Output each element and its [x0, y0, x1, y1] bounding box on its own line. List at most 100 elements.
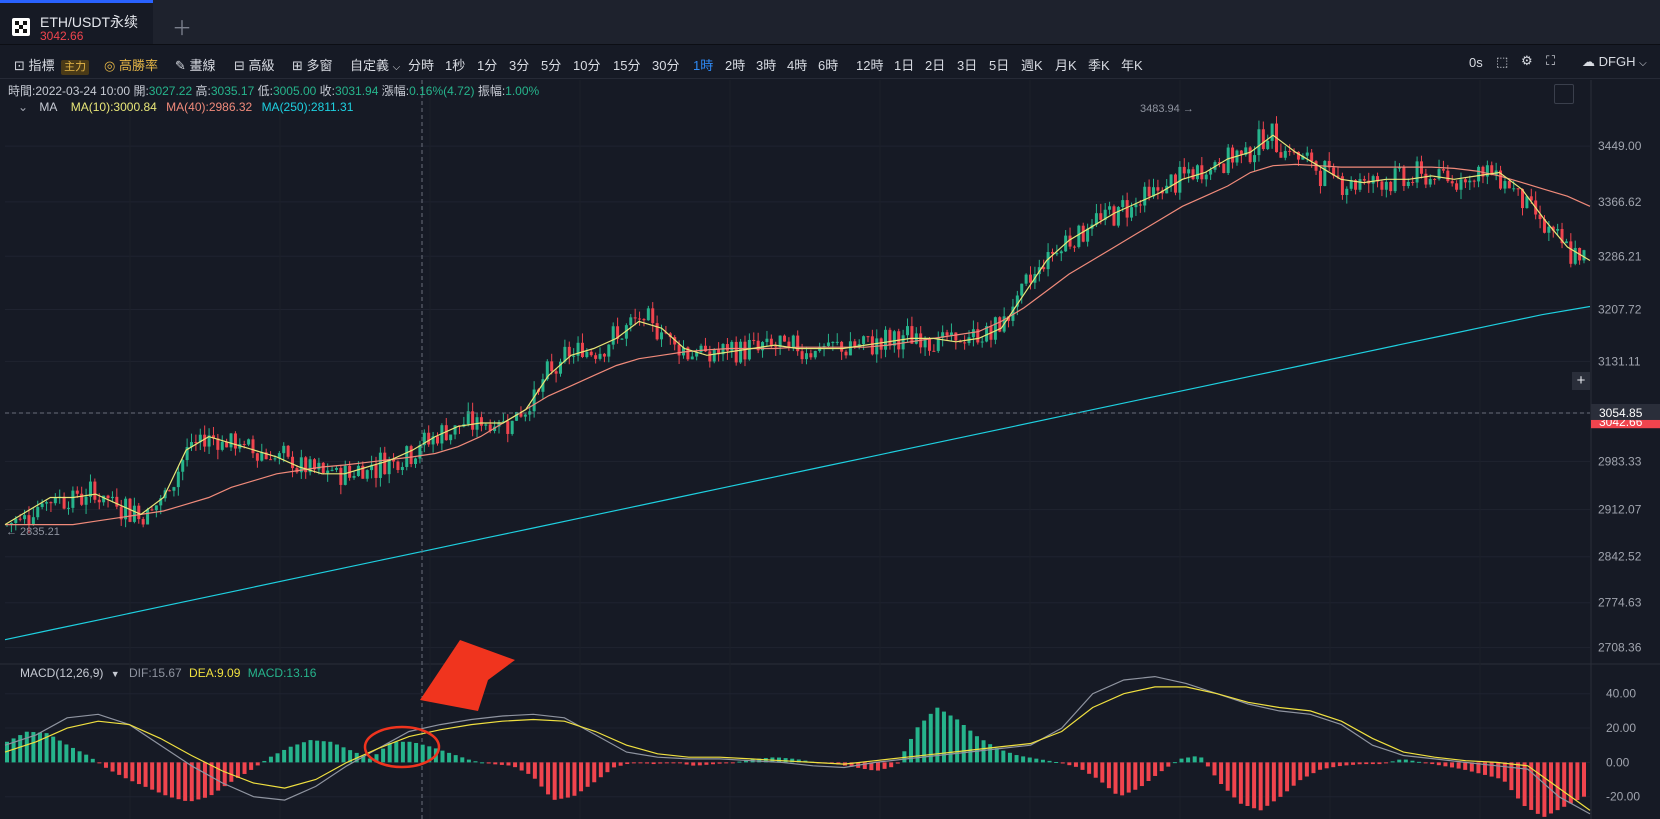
interval-11[interactable]: 4時	[787, 58, 808, 73]
drawing-button[interactable]: ✎ 畫線	[175, 55, 216, 74]
macd-bar	[414, 742, 419, 763]
price-chart[interactable]: 3449.00 3366.62 3286.21 3207.72 3131.11 3054.…	[0, 80, 1660, 819]
macd-bar	[1562, 762, 1567, 807]
interval-5[interactable]: 10分	[573, 58, 601, 73]
macd-bar	[1212, 762, 1217, 776]
macd-bar	[242, 762, 247, 774]
interval-0[interactable]: 分時	[408, 58, 435, 73]
caret-down-icon[interactable]: ▼	[110, 669, 120, 679]
candle-body	[216, 438, 220, 450]
interval-10[interactable]: 3時	[756, 58, 777, 73]
candle-body	[9, 523, 13, 525]
macd-bar	[1542, 762, 1547, 817]
tab-bar: ETH/USDT永续 3042.66 ＋	[0, 0, 1660, 45]
candle-body	[471, 411, 475, 430]
interval-17[interactable]: 5日	[989, 58, 1010, 73]
interval-7[interactable]: 30分	[652, 58, 680, 73]
screenshot-icon[interactable]: ⬚	[1496, 54, 1509, 69]
candle-body	[1187, 169, 1191, 174]
open-value: 3027.22	[148, 84, 193, 98]
macd-bar	[757, 758, 762, 763]
macd-bar	[1318, 762, 1323, 770]
interval-13[interactable]: 12時	[856, 58, 884, 73]
macd-bar	[1238, 762, 1243, 804]
custom-dropdown[interactable]: 自定義 ⌵	[350, 55, 400, 74]
low-label: 低:	[257, 84, 273, 98]
chevron-down-icon[interactable]: ⌄	[18, 100, 29, 114]
macd-bar	[1225, 762, 1230, 791]
candle-body	[181, 460, 185, 472]
interval-21[interactable]: 年K	[1121, 58, 1143, 73]
candle-body	[308, 459, 312, 473]
interval-3[interactable]: 3分	[509, 58, 530, 73]
interval-8[interactable]: 1時	[693, 58, 714, 73]
macd-bar	[572, 762, 577, 796]
gear-icon[interactable]: ⚙	[1521, 53, 1533, 68]
macd-bar	[737, 761, 742, 763]
candle-body	[1257, 129, 1261, 156]
candle-body	[1450, 181, 1454, 184]
candle-body	[756, 340, 760, 351]
candle-body	[1094, 213, 1098, 225]
win-rate-button[interactable]: ◎ 高勝率	[104, 55, 158, 74]
candle-body	[1472, 180, 1476, 182]
main-indicator-badge[interactable]: 主力	[61, 60, 90, 75]
interval-15[interactable]: 2日	[925, 58, 946, 73]
annotation-arrow	[420, 640, 515, 711]
candle-body	[45, 502, 49, 504]
macd-bar	[1060, 762, 1065, 764]
add-tab-button[interactable]: ＋	[172, 12, 192, 41]
price-tick-label: 3207.72	[1598, 302, 1642, 316]
candle-body	[510, 420, 514, 434]
interval-2[interactable]: 1分	[477, 58, 498, 73]
user-button[interactable]: ☁ DFGH ⌵	[1582, 54, 1647, 70]
advanced-button[interactable]: ⊟ 高級	[234, 55, 275, 74]
interval-16[interactable]: 3日	[957, 58, 978, 73]
candle-body	[1512, 188, 1516, 190]
macd-bar	[908, 738, 913, 763]
fullscreen-icon[interactable]: ⛶	[1546, 53, 1556, 68]
macd-label[interactable]: MACD(12,26,9)	[20, 666, 104, 680]
macd-legend: MACD(12,26,9) ▼ DIF:15.67 DEA:9.09 MACD:…	[20, 666, 316, 680]
candle-body	[1222, 163, 1226, 174]
macd-bar	[453, 755, 458, 763]
indicators-button[interactable]: ⊡ 指標 主力	[14, 55, 90, 75]
time-value: 2022-03-24 10:00	[35, 84, 131, 98]
interval-6[interactable]: 15分	[613, 58, 641, 73]
interval-12[interactable]: 6時	[818, 58, 839, 73]
add-order-plus-icon[interactable]: +	[1572, 372, 1590, 390]
macd-bar	[202, 762, 207, 798]
candle-body	[378, 452, 382, 478]
macd-bar	[1357, 762, 1362, 765]
macd-bar	[24, 731, 29, 763]
candle-body	[1099, 213, 1103, 220]
candle-body	[690, 356, 694, 360]
macd-bar	[889, 762, 894, 768]
interval-20[interactable]: 季K	[1088, 58, 1110, 73]
interval-14[interactable]: 1日	[894, 58, 915, 73]
cloud-icon: ☁	[1582, 54, 1595, 69]
candle-body	[1152, 187, 1156, 197]
amplitude-label: 振幅:	[477, 84, 506, 98]
symbol-tab[interactable]: ETH/USDT永续 3042.66	[0, 0, 153, 44]
candle-body	[638, 318, 642, 320]
macd-bar	[651, 762, 656, 765]
candle-body	[673, 337, 677, 345]
interval-4[interactable]: 5分	[541, 58, 562, 73]
expand-icon[interactable]	[1554, 84, 1574, 104]
macd-bar	[1430, 762, 1435, 765]
high-annotation: 3483.94 →	[1140, 103, 1194, 115]
macd-bar	[1509, 762, 1514, 791]
interval-9[interactable]: 2時	[725, 58, 746, 73]
interval-19[interactable]: 月K	[1055, 58, 1077, 73]
candle-body	[137, 505, 141, 520]
interval-1[interactable]: 1秒	[445, 58, 466, 73]
multi-window-button[interactable]: ⊞ 多窗	[292, 55, 333, 74]
candle-body	[409, 446, 413, 465]
candle-body	[1134, 204, 1138, 208]
candle-body	[563, 346, 567, 362]
macd-tick-label: 40.00	[1606, 687, 1636, 701]
candle-body	[870, 336, 874, 355]
interval-18[interactable]: 週K	[1021, 58, 1043, 73]
ma-label[interactable]: MA	[39, 100, 58, 114]
